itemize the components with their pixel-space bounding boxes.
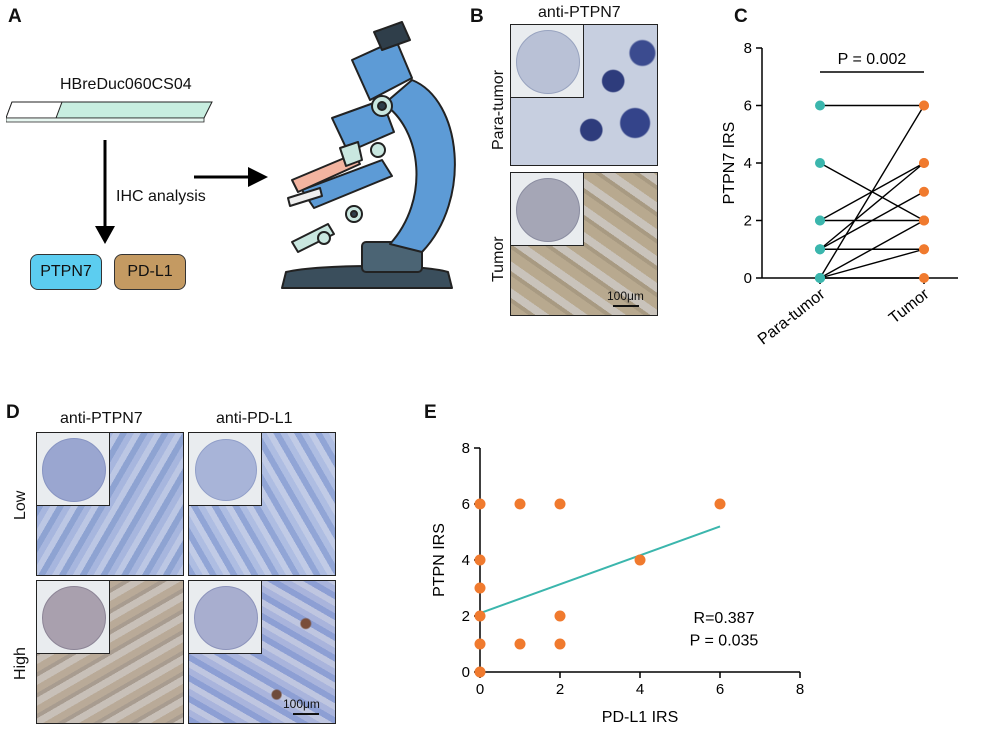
high-ptpn7-image bbox=[36, 580, 184, 724]
tumor-ptpn7-image: 100μm bbox=[510, 172, 658, 316]
high-row-label: High bbox=[12, 647, 29, 680]
e-x-tick-label: 0 bbox=[476, 681, 484, 698]
low-row-label: Low bbox=[12, 490, 29, 520]
e-y-tick-label: 8 bbox=[462, 440, 470, 457]
e-y-tick-label: 0 bbox=[462, 664, 470, 681]
c-pvalue: P = 0.002 bbox=[838, 51, 907, 68]
e-data-point bbox=[474, 498, 486, 510]
e-y-tick-label: 4 bbox=[462, 552, 470, 569]
e-data-point bbox=[634, 554, 646, 566]
tissue-array-name: HBreDuc060CS04 bbox=[60, 76, 192, 93]
e-data-point bbox=[474, 666, 486, 678]
c-tumor-point bbox=[919, 100, 929, 111]
high-pdl1-image: 100μm bbox=[188, 580, 336, 724]
c-tumor-point bbox=[919, 158, 929, 168]
pdl1-box: PD-L1 bbox=[114, 254, 186, 290]
e-data-point bbox=[554, 638, 566, 650]
e-y-tick-label: 2 bbox=[462, 608, 470, 625]
down-arrow-icon bbox=[95, 140, 115, 244]
panel-letter-e: E bbox=[424, 402, 437, 423]
e-y-axis-label: PTPN IRS bbox=[431, 523, 448, 597]
low-ptpn7-image bbox=[36, 432, 184, 576]
c-y-tick-label: 2 bbox=[744, 213, 752, 230]
e-data-point bbox=[554, 498, 566, 510]
panel-letter-d: D bbox=[6, 402, 20, 423]
e-data-point bbox=[474, 610, 486, 622]
c-tumor-point bbox=[919, 244, 929, 255]
c-pair-line bbox=[819, 248, 925, 279]
c-tumor-point bbox=[919, 215, 929, 226]
microscope-icon bbox=[281, 21, 456, 289]
para-tumor-ptpn7-image bbox=[510, 24, 658, 166]
scale-bar-d bbox=[293, 713, 319, 715]
e-data-point bbox=[714, 498, 726, 510]
c-tumor-point bbox=[919, 273, 929, 283]
tumor-row-label: Tumor bbox=[490, 236, 507, 282]
chart-c: 0 2 4 6 8 Para-tumor Tumor PTPN7 IRS P = 0.002 bbox=[721, 40, 958, 348]
e-regression-line bbox=[479, 525, 721, 615]
e-x-tick-label: 2 bbox=[556, 681, 564, 698]
e-y-tick-label: 6 bbox=[462, 496, 470, 513]
e-data-point bbox=[474, 638, 486, 650]
ihc-analysis-label: IHC analysis bbox=[116, 188, 206, 205]
e-data-point bbox=[514, 638, 526, 650]
c-para-tumor-point bbox=[815, 100, 825, 111]
e-x-axis-label: PD-L1 IRS bbox=[602, 709, 678, 726]
c-tumor-point bbox=[919, 186, 929, 197]
panel-letter-c: C bbox=[734, 6, 748, 27]
right-arrow-icon bbox=[194, 167, 268, 187]
c-y-tick-label: 0 bbox=[744, 270, 752, 287]
chart-e: 0 2 4 6 8 0 2 4 6 8 PD-L1 IRS PTPN IRS R=0.387 P = 0.… bbox=[431, 440, 804, 726]
e-data-point bbox=[554, 610, 566, 622]
c-y-tick-label: 6 bbox=[744, 98, 752, 115]
c-pair-line bbox=[819, 162, 925, 250]
panel-d-col2-title: anti-PD-L1 bbox=[216, 410, 293, 427]
scale-bar-b-label: 100μm bbox=[607, 289, 644, 303]
scale-bar-d-label: 100μm bbox=[283, 697, 320, 711]
c-y-tick-label: 8 bbox=[744, 40, 752, 57]
c-x-tick-label: Tumor bbox=[886, 285, 933, 327]
c-pair-line bbox=[819, 105, 925, 279]
e-data-point bbox=[474, 554, 486, 566]
c-pair-line bbox=[819, 191, 925, 250]
ptpn7-box: PTPN7 bbox=[30, 254, 102, 290]
e-x-tick-label: 8 bbox=[796, 681, 804, 698]
c-para-tumor-point bbox=[815, 273, 825, 283]
e-x-tick-label: 6 bbox=[716, 681, 724, 698]
c-para-tumor-point bbox=[815, 158, 825, 168]
e-data-point bbox=[474, 582, 486, 594]
e-r-value: R=0.387 bbox=[694, 610, 755, 627]
panel-letter-a: A bbox=[8, 6, 22, 27]
c-x-tick-label: Para-tumor bbox=[755, 285, 829, 348]
e-x-tick-label: 4 bbox=[636, 681, 644, 698]
panel-d-col1-title: anti-PTPN7 bbox=[60, 410, 143, 427]
low-pdl1-image bbox=[188, 432, 336, 576]
c-y-axis-label: PTPN7 IRS bbox=[721, 122, 738, 205]
e-data-point bbox=[514, 498, 526, 510]
c-para-tumor-point bbox=[815, 215, 825, 226]
c-y-tick-label: 4 bbox=[744, 155, 752, 172]
scale-bar-b bbox=[613, 305, 639, 307]
e-p-value: P = 0.035 bbox=[690, 632, 759, 649]
c-para-tumor-point bbox=[815, 244, 825, 255]
tissue-slide-icon bbox=[6, 101, 213, 123]
c-pair-line bbox=[819, 219, 925, 279]
panel-b-title: anti-PTPN7 bbox=[538, 4, 621, 21]
panel-letter-b: B bbox=[470, 6, 484, 27]
para-tumor-row-label: Para-tumor bbox=[490, 69, 507, 150]
